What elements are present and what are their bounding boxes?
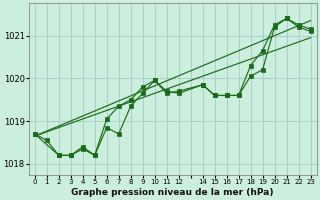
X-axis label: Graphe pression niveau de la mer (hPa): Graphe pression niveau de la mer (hPa)	[71, 188, 274, 197]
